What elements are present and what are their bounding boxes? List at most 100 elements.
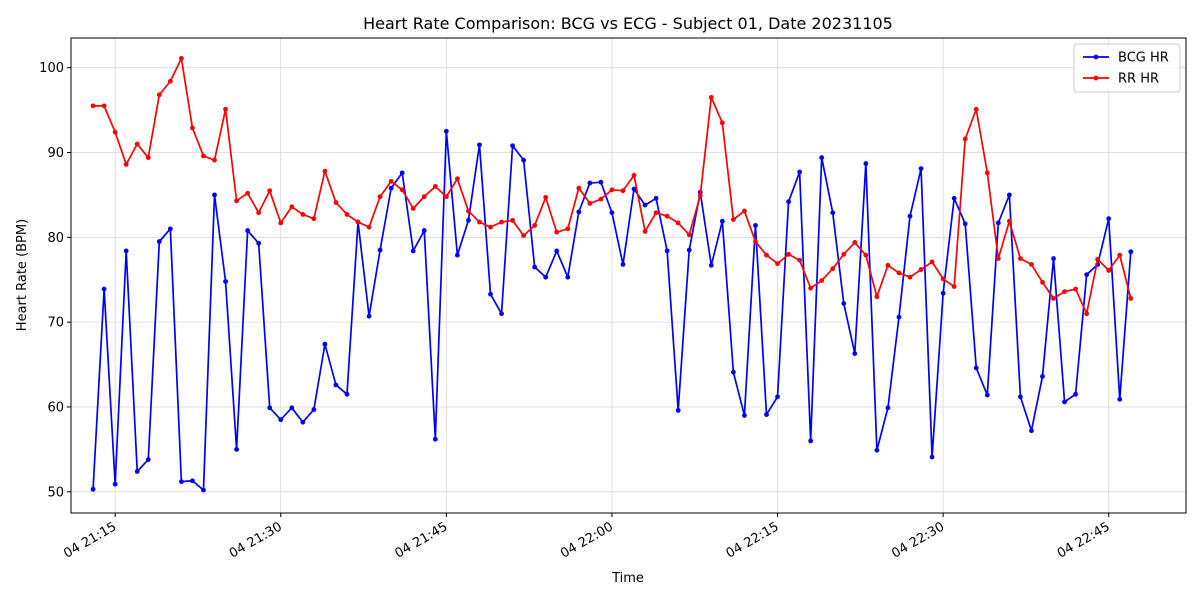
data-point bbox=[598, 179, 604, 185]
data-point bbox=[333, 200, 339, 205]
data-point bbox=[753, 223, 758, 228]
data-point bbox=[466, 217, 471, 223]
data-point bbox=[984, 170, 990, 176]
data-point bbox=[377, 247, 383, 253]
data-point bbox=[145, 155, 151, 161]
data-point bbox=[521, 233, 527, 239]
data-point bbox=[167, 78, 173, 84]
data-point bbox=[443, 128, 449, 134]
data-point bbox=[951, 195, 957, 201]
data-point bbox=[1128, 249, 1134, 255]
x-tick-label: 04 22:30 bbox=[889, 519, 947, 561]
data-point bbox=[587, 201, 593, 206]
data-point bbox=[940, 276, 946, 282]
data-point bbox=[1018, 256, 1023, 261]
data-point bbox=[830, 210, 836, 216]
x-axis-title: Time bbox=[611, 571, 644, 586]
data-point bbox=[775, 261, 780, 267]
data-point bbox=[201, 153, 206, 159]
data-point bbox=[112, 481, 118, 487]
data-point bbox=[123, 161, 129, 167]
data-point bbox=[311, 216, 317, 222]
data-point bbox=[432, 436, 438, 442]
legend: BCG HR RR HR bbox=[1073, 43, 1181, 93]
data-point bbox=[477, 219, 482, 225]
legend-label: BCG HR bbox=[1118, 51, 1169, 66]
data-point bbox=[366, 224, 372, 230]
data-point bbox=[664, 248, 670, 254]
data-point bbox=[907, 274, 913, 280]
data-point bbox=[984, 392, 990, 398]
data-point bbox=[995, 256, 1001, 261]
data-point bbox=[454, 176, 460, 182]
data-point bbox=[399, 187, 405, 193]
data-point bbox=[753, 239, 758, 244]
data-point bbox=[1128, 296, 1134, 301]
data-point bbox=[1029, 262, 1034, 267]
data-point bbox=[885, 405, 891, 411]
y-tick-label: 100 bbox=[39, 61, 64, 76]
data-point bbox=[554, 229, 560, 235]
data-point bbox=[466, 208, 471, 214]
data-point bbox=[90, 103, 96, 109]
data-point bbox=[156, 92, 162, 98]
data-point bbox=[322, 341, 328, 347]
data-point bbox=[907, 213, 913, 219]
data-point bbox=[653, 210, 659, 216]
data-point bbox=[786, 251, 791, 257]
x-tick-label: 04 21:15 bbox=[61, 519, 119, 561]
data-point bbox=[134, 469, 140, 474]
y-tick-label: 60 bbox=[47, 400, 64, 415]
data-point bbox=[852, 351, 858, 356]
data-point bbox=[1117, 396, 1123, 402]
data-point bbox=[1040, 374, 1045, 379]
data-point bbox=[719, 218, 725, 224]
legend-swatch-marker bbox=[1093, 54, 1099, 60]
legend-swatch-marker bbox=[1093, 75, 1099, 81]
data-point bbox=[730, 217, 736, 222]
data-point bbox=[587, 180, 593, 186]
data-point bbox=[532, 264, 538, 270]
data-point bbox=[190, 478, 195, 484]
data-point bbox=[1006, 218, 1012, 224]
data-point bbox=[499, 311, 504, 317]
data-point bbox=[620, 262, 626, 267]
data-point bbox=[631, 186, 637, 192]
data-point bbox=[863, 161, 869, 166]
data-point bbox=[1095, 256, 1101, 262]
data-point bbox=[477, 142, 482, 148]
data-point bbox=[664, 213, 670, 219]
data-point bbox=[775, 394, 780, 400]
data-point bbox=[742, 413, 747, 418]
data-point bbox=[786, 199, 791, 205]
data-point bbox=[830, 266, 836, 272]
data-point bbox=[256, 210, 262, 216]
data-point bbox=[212, 192, 217, 198]
data-point bbox=[1117, 252, 1123, 258]
x-tick-label: 04 22:15 bbox=[724, 519, 782, 561]
x-tick-label: 04 22:00 bbox=[558, 519, 616, 561]
data-point bbox=[366, 313, 372, 319]
x-tick-label: 04 21:45 bbox=[392, 519, 450, 561]
data-point bbox=[918, 166, 924, 172]
data-point bbox=[719, 120, 725, 126]
x-axis: 04 21:15 04 21:30 04 21:45 04 22:00 04 22:15… bbox=[61, 513, 1113, 562]
data-point bbox=[355, 219, 361, 225]
data-point bbox=[1018, 394, 1023, 400]
data-point bbox=[764, 252, 769, 258]
data-point bbox=[267, 405, 273, 411]
data-point bbox=[554, 248, 560, 254]
data-point bbox=[543, 195, 549, 200]
data-point bbox=[576, 185, 582, 191]
data-point bbox=[399, 170, 405, 176]
data-point bbox=[565, 226, 571, 232]
data-point bbox=[929, 454, 935, 460]
data-point bbox=[896, 270, 902, 276]
data-point bbox=[1051, 296, 1056, 301]
data-point bbox=[101, 286, 107, 292]
data-point bbox=[973, 365, 979, 371]
y-tick-label: 50 bbox=[47, 485, 64, 500]
data-point bbox=[819, 278, 825, 283]
data-point bbox=[1073, 391, 1078, 397]
